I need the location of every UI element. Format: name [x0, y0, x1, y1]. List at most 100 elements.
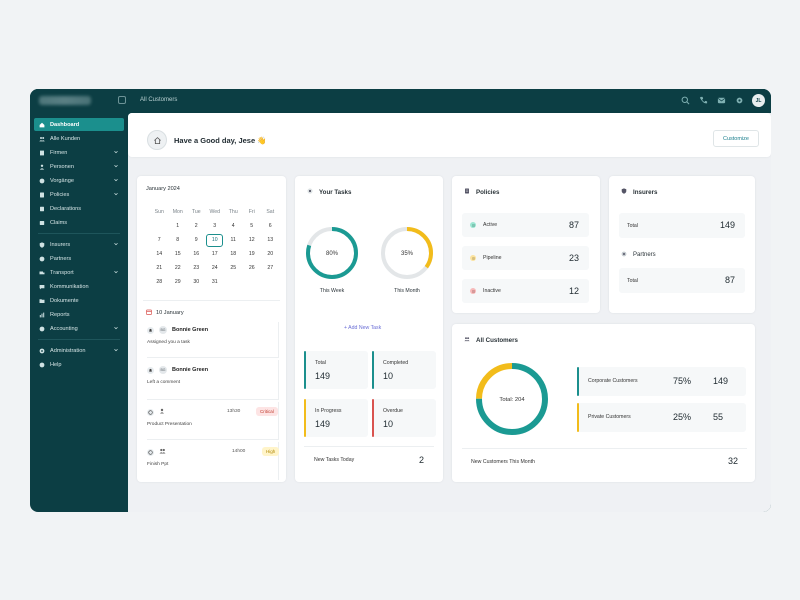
policies-title: Policies: [464, 188, 499, 196]
top-actions: JL: [680, 94, 765, 107]
sidebar-item-policies[interactable]: Policies: [34, 188, 124, 201]
sidebar-item-alle-kunden[interactable]: Alle Kunden: [34, 132, 124, 145]
calendar-day[interactable]: 10: [206, 233, 224, 247]
calendar-day[interactable]: 3: [213, 223, 217, 229]
calendar-day[interactable]: 17: [211, 251, 218, 257]
sidebar-item-transport[interactable]: Transport: [34, 266, 124, 279]
donut-total-label: Total: 204: [499, 397, 525, 403]
phone-icon[interactable]: [698, 96, 708, 106]
stat-value: 149: [315, 371, 331, 381]
gear-icon: [39, 348, 45, 354]
calendar-day[interactable]: 16: [193, 251, 200, 257]
calendar-day[interactable]: 12: [248, 237, 255, 243]
corporate-customers-row[interactable]: Corporate Customers 75% 149: [577, 367, 746, 396]
customize-button[interactable]: Customize: [713, 130, 759, 147]
group-icon: [159, 448, 166, 456]
avatar: BG: [159, 366, 167, 374]
stat-value: 149: [315, 419, 331, 429]
home-icon[interactable]: [147, 130, 167, 150]
sidebar-item-declarations[interactable]: Declarations: [34, 202, 124, 215]
customer-count: 149: [713, 376, 729, 386]
new-customers-row[interactable]: New Customers This Month 32: [462, 448, 747, 472]
partners-total-row[interactable]: Total 87: [619, 268, 745, 293]
sidebar-item-insurers[interactable]: Insurers: [34, 238, 124, 251]
calendar-day[interactable]: 27: [267, 265, 274, 271]
calendar-day[interactable]: 23: [193, 265, 200, 271]
sidebar-item-dokumente[interactable]: Dokumente: [34, 294, 124, 307]
activity-item[interactable]: 13h30 Critical Product Presentation: [147, 402, 279, 440]
sidebar-item-help[interactable]: Help: [34, 358, 124, 371]
donut-slice-corporate-customers[interactable]: [476, 363, 548, 435]
calendar-day[interactable]: 19: [248, 251, 255, 257]
mail-icon[interactable]: [716, 96, 726, 106]
calendar-day[interactable]: 11: [230, 237, 236, 243]
app-window: All Customers JL Dashboard Alle Kunden Fir…: [30, 89, 771, 512]
calendar-day: [150, 219, 169, 233]
policies-card: Policies Active 87 Pipeline 23 Inactive …: [452, 176, 600, 313]
activity-item[interactable]: BG Bonnie Green Assigned you a task: [147, 322, 279, 358]
policy-row-inactive[interactable]: Inactive 12: [462, 279, 589, 303]
calendar-day[interactable]: 2: [194, 223, 198, 229]
sidebar-item-dashboard[interactable]: Dashboard: [34, 118, 124, 131]
add-task-button[interactable]: + Add New Task: [344, 325, 382, 331]
sidebar-item-partners[interactable]: Partners: [34, 252, 124, 265]
calendar-day[interactable]: 21: [156, 265, 163, 271]
task-stat-total[interactable]: Total 149: [304, 351, 368, 389]
settings-icon[interactable]: [734, 96, 744, 106]
task-stat-overdue[interactable]: Overdue 10: [372, 399, 436, 437]
calendar-day[interactable]: 29: [174, 279, 181, 285]
calendar-card: January 2024 Sun Mon Tue Wed Thu Fri Sat 1 2 3 4 5 6…: [137, 176, 286, 482]
activity-name: Bonnie Green: [172, 327, 209, 333]
activity-item[interactable]: 14h00 High Finish Ppt: [147, 442, 280, 480]
sidebar-item-firmen[interactable]: Firmen: [34, 146, 124, 159]
user-avatar[interactable]: JL: [752, 94, 765, 107]
sidebar-item-label: Transport: [50, 269, 74, 276]
sidebar-item-reports[interactable]: Reports: [34, 308, 124, 321]
search-icon[interactable]: [680, 96, 690, 106]
sidebar-item-personen[interactable]: Personen: [34, 160, 124, 173]
calendar-day[interactable]: 9: [194, 237, 198, 243]
sidebar-item-claims[interactable]: Claims: [34, 216, 124, 229]
sidebar: Dashboard Alle Kunden Firmen Personen Vorgän…: [30, 113, 128, 512]
task-stat-in-progress[interactable]: In Progress 149: [304, 399, 368, 437]
sidebar-item-label: Help: [50, 361, 62, 368]
calendar-day[interactable]: 15: [174, 251, 181, 257]
divider: [143, 300, 280, 301]
calendar-day[interactable]: 1: [176, 223, 180, 229]
calendar-day[interactable]: 20: [267, 251, 274, 257]
task-stat-completed[interactable]: Completed 10: [372, 351, 436, 389]
policy-row-active[interactable]: Active 87: [462, 213, 589, 237]
calendar-day[interactable]: 31: [211, 279, 218, 285]
calendar-day[interactable]: 4: [231, 223, 235, 229]
calendar-day[interactable]: 13: [267, 237, 274, 243]
sidebar-item-administration[interactable]: Administration: [34, 344, 124, 357]
activity-item[interactable]: BG Bonnie Green Left a comment: [147, 360, 279, 400]
private-customers-row[interactable]: Private Customers 25% 55: [577, 403, 746, 432]
calendar-day[interactable]: 30: [193, 279, 200, 285]
calendar-day[interactable]: 14: [156, 251, 163, 257]
calendar-day[interactable]: 6: [268, 223, 272, 229]
calendar-day[interactable]: 26: [248, 265, 255, 271]
handshake-icon: [621, 251, 627, 259]
insurers-card: Insurers Total 149 Partners Total 87: [609, 176, 755, 313]
calendar-day[interactable]: 22: [174, 265, 181, 271]
status-dot: [470, 288, 476, 294]
policy-row-pipeline[interactable]: Pipeline 23: [462, 246, 589, 270]
calendar-day[interactable]: 18: [230, 251, 237, 257]
calendar-day[interactable]: 7: [157, 237, 161, 243]
sidebar-item-vorg-nge[interactable]: Vorgänge: [34, 174, 124, 187]
declaration-icon: [39, 206, 45, 212]
calendar-day[interactable]: 28: [156, 279, 163, 285]
calendar-day[interactable]: 8: [176, 237, 180, 243]
sidebar-toggle-icon[interactable]: [118, 96, 126, 104]
tasks-title-label: Your Tasks: [319, 188, 352, 196]
calendar-day[interactable]: 24: [211, 265, 218, 271]
calendar-day: [261, 275, 280, 289]
home-icon: [39, 122, 45, 128]
sidebar-item-kommunikation[interactable]: Kommunikation: [34, 280, 124, 293]
insurers-total-row[interactable]: Total 149: [619, 213, 745, 238]
calendar-day[interactable]: 25: [230, 265, 237, 271]
calendar-day[interactable]: 5: [250, 223, 254, 229]
sidebar-item-accounting[interactable]: Accounting: [34, 322, 124, 335]
chevron-down-icon: [114, 192, 118, 196]
